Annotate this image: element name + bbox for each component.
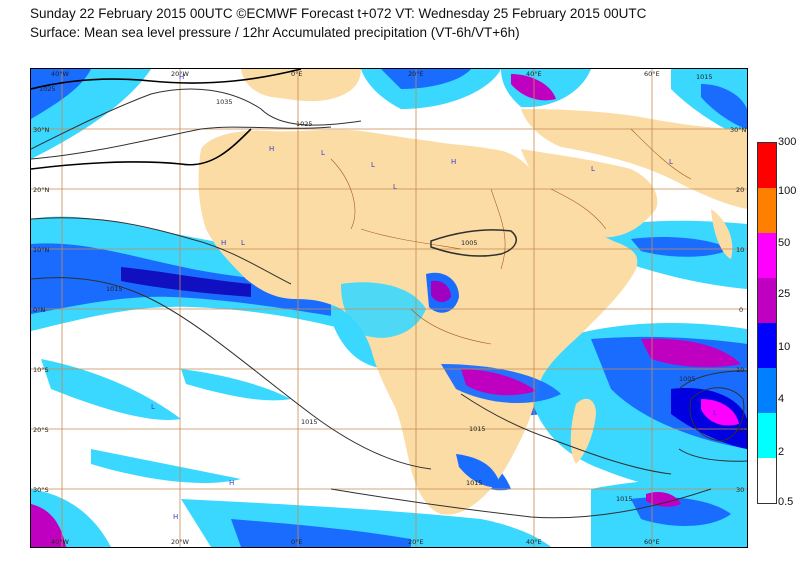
low-marker: L <box>591 165 595 173</box>
isobar-label: 1005 <box>679 375 696 383</box>
legend-label: 300 <box>778 136 797 148</box>
legend-label: 4 <box>778 393 785 405</box>
isobar-label: 1025 <box>39 85 56 93</box>
lon-bottom-labels: 40°W 20°W 0°E 20°E 40°E 60°E <box>51 538 660 546</box>
low-marker: L <box>241 239 245 247</box>
precipitation-legend <box>757 142 777 504</box>
isobar-label: 1005 <box>461 239 478 247</box>
lon-label: 60°E <box>644 538 660 546</box>
isobar-label: 1015 <box>106 285 123 293</box>
legend-band <box>758 278 776 323</box>
low-marker: L <box>713 409 717 417</box>
lon-label: 40°E <box>526 538 542 546</box>
lat-label: 10 <box>736 246 744 254</box>
legend-band <box>758 323 776 368</box>
isobar-label: 1015 <box>469 425 486 433</box>
lat-label: 0 <box>739 306 743 314</box>
map-subtitle: Surface: Mean sea level pressure / 12hr … <box>30 25 520 40</box>
isobar-labels: 1025 1035 1025 1015 1005 1015 1015 1015 … <box>39 73 713 503</box>
legend-label: 10 <box>778 341 791 353</box>
lon-label: 20°W <box>171 70 190 78</box>
lon-label: 20°E <box>408 70 424 78</box>
lat-label: 20 <box>736 186 744 194</box>
lon-label: 40°W <box>51 70 70 78</box>
high-marker: H <box>269 145 274 153</box>
isobar-label: 1015 <box>466 479 483 487</box>
legend-band <box>758 413 776 458</box>
pressure-centres: H H L L H L H L L L H L H L <box>151 73 717 521</box>
lat-label: 30 <box>736 486 744 494</box>
legend-band <box>758 368 776 413</box>
lat-label: 10°S <box>33 366 49 374</box>
lon-top-labels: 40°W 40°W 20°W 0°E 20°E 40°E 60°E <box>51 70 660 78</box>
legend-band <box>758 233 776 278</box>
map-canvas: 1025 1035 1025 1015 1005 1015 1015 1015 … <box>31 69 747 547</box>
high-marker: H <box>229 479 234 487</box>
low-marker: L <box>321 149 325 157</box>
graticule <box>31 69 747 547</box>
high-marker: H <box>221 239 226 247</box>
lat-label: 20°N <box>33 186 50 194</box>
isobar-label: 1015 <box>616 495 633 503</box>
lon-label: 0°E <box>291 70 303 78</box>
legend-label: 2 <box>778 446 785 458</box>
lon-label: 20°W <box>171 538 190 546</box>
legend-label: 100 <box>778 185 797 197</box>
lat-label: 0°N <box>33 306 45 314</box>
legend-label: 50 <box>778 237 791 249</box>
lat-label: 10 <box>736 366 744 374</box>
legend-band <box>758 188 776 233</box>
lon-label: 20°E <box>408 538 424 546</box>
land-layer <box>198 69 747 515</box>
legend-label: 0.5 <box>778 496 794 508</box>
lat-label: 30°N <box>730 126 747 134</box>
lon-label: 40°W <box>51 538 70 546</box>
lon-label: 60°E <box>644 70 660 78</box>
borders <box>330 128 692 345</box>
lat-label: 20°S <box>33 426 49 434</box>
lat-right-labels: 30°N 20 10 0 10 20 30 <box>730 126 747 494</box>
high-marker: H <box>451 158 456 166</box>
legend-label: 25 <box>778 288 791 300</box>
high-marker: H <box>173 513 178 521</box>
forecast-map: 1025 1035 1025 1015 1005 1015 1015 1015 … <box>30 68 748 548</box>
legend-band <box>758 458 776 503</box>
lat-label: 20 <box>736 426 744 434</box>
map-title: Sunday 22 February 2015 00UTC ©ECMWF For… <box>30 6 647 21</box>
isobar-label: 1025 <box>296 120 313 128</box>
low-marker: L <box>393 183 397 191</box>
lat-label: 10°N <box>33 246 50 254</box>
isobar-label: 1015 <box>696 73 713 81</box>
isobars <box>31 69 747 519</box>
lat-label: 30°S <box>33 486 49 494</box>
lat-left-labels: 30°N 20°N 10°N 0°N 10°S 20°S 30°S <box>33 126 50 494</box>
lat-label: 30°N <box>33 126 50 134</box>
high-marker: H <box>179 73 184 81</box>
low-marker: L <box>371 161 375 169</box>
low-marker: L <box>669 158 673 166</box>
isobar-label: 1035 <box>216 98 233 106</box>
low-marker: L <box>151 403 155 411</box>
land-precipitation <box>341 272 561 488</box>
lon-label: 40°E <box>526 70 542 78</box>
legend-band <box>758 143 776 188</box>
lon-label: 0°E <box>291 538 303 546</box>
isobar-label: 1015 <box>301 418 318 426</box>
